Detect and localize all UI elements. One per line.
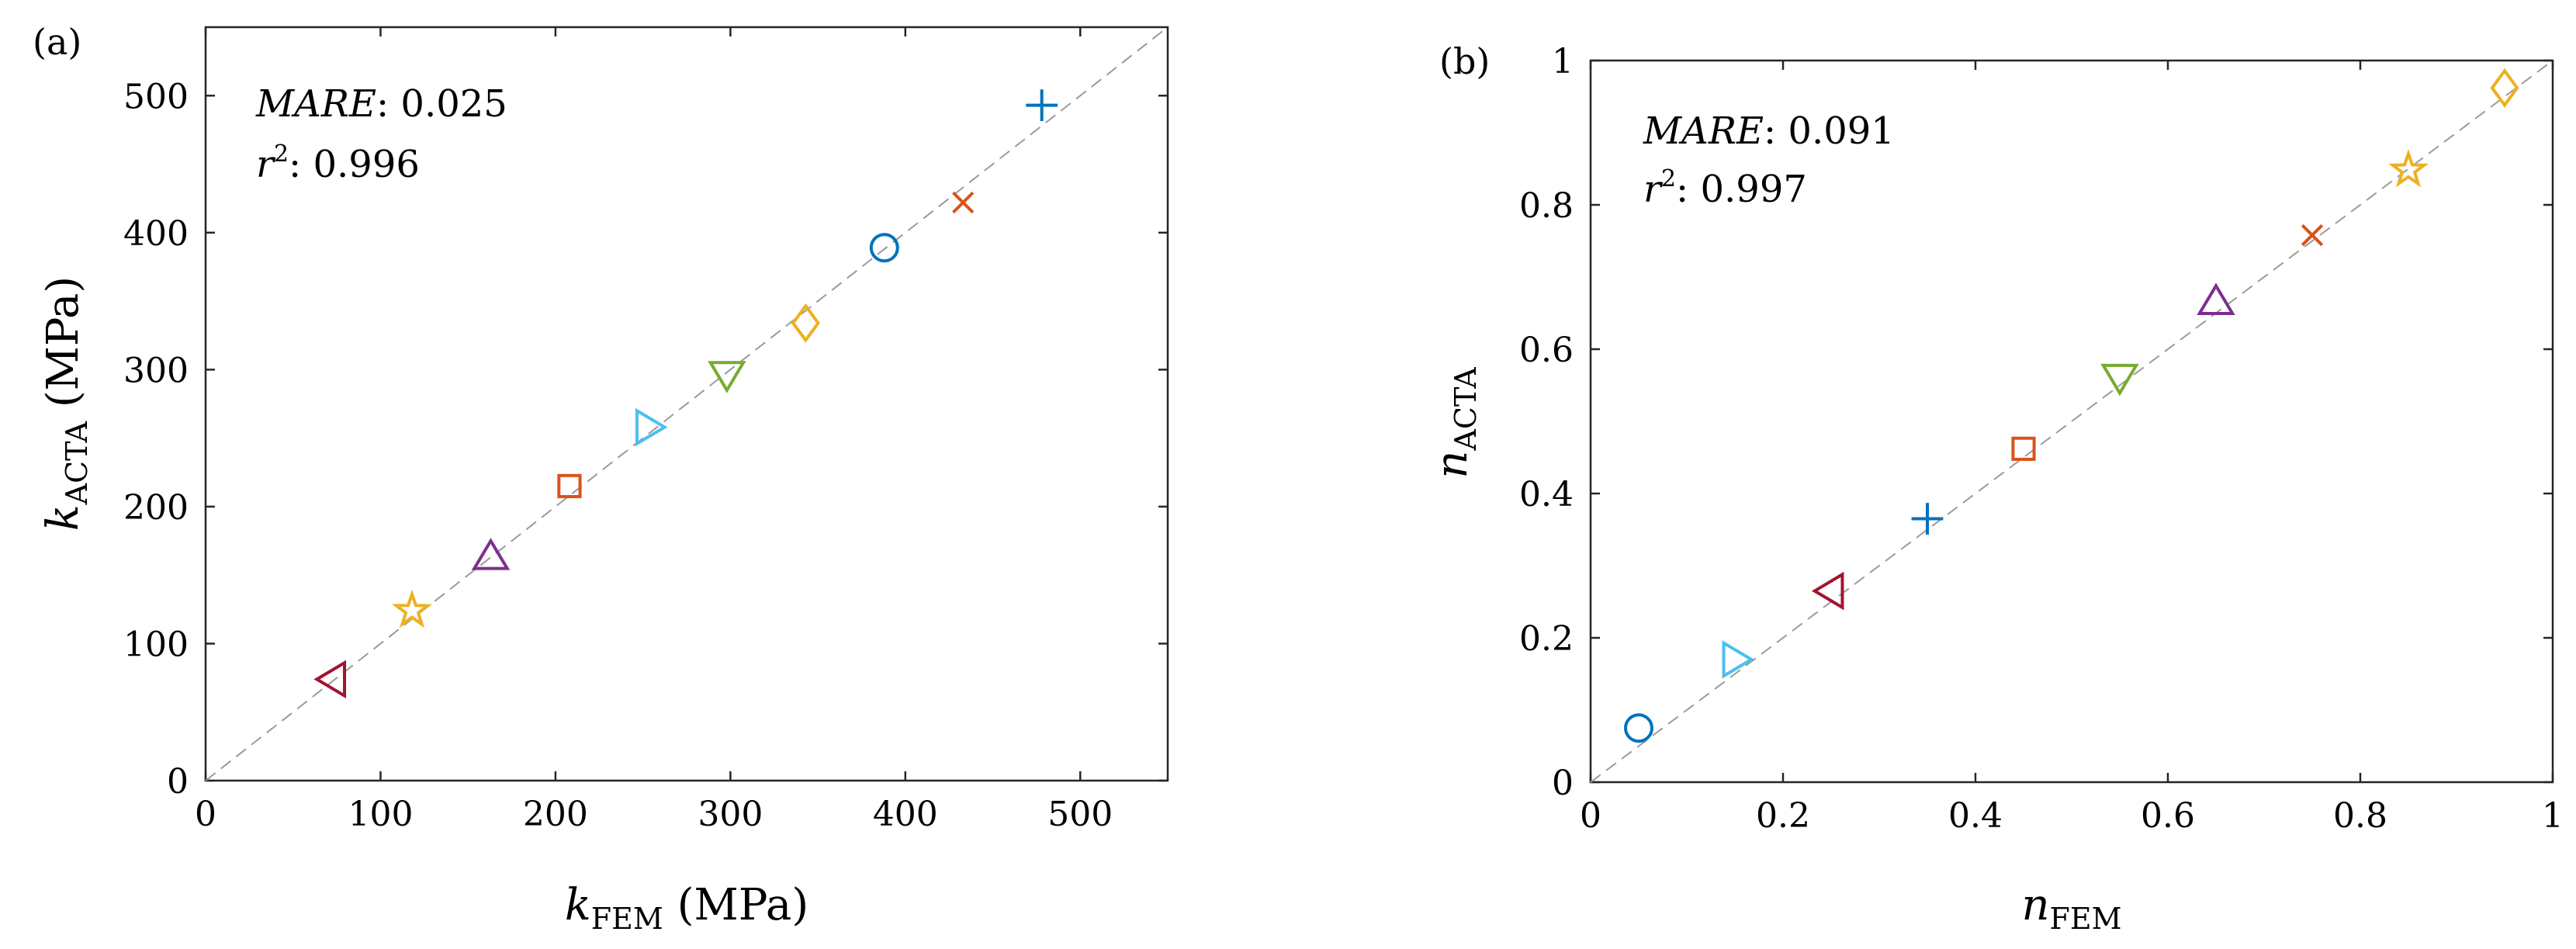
data-point-triangle-up — [471, 538, 511, 570]
data-point-square — [557, 473, 582, 499]
x-tick-label: 0 — [1580, 796, 1601, 836]
x-axis-label-b: nFEM — [2021, 880, 2121, 936]
y-tick-label: 400 — [123, 214, 189, 254]
x-tick-label: 0.6 — [2141, 796, 2195, 836]
panel-label-b: (b) — [1439, 40, 1490, 82]
plot-area-b — [1589, 59, 2554, 784]
data-point-triangle-left — [1811, 571, 1844, 611]
x-tick-label: 300 — [698, 795, 763, 834]
panel-label-a: (a) — [33, 21, 81, 63]
x-tick-label: 200 — [523, 795, 588, 834]
x-axis-label-a: kFEM (MPa) — [565, 880, 808, 936]
data-point-plus — [1026, 89, 1058, 122]
y-tick-label: 0.6 — [1519, 331, 1574, 370]
y-tick-label: 1 — [1552, 42, 1574, 81]
y-tick-label: 300 — [123, 351, 189, 390]
identity-line — [205, 26, 1169, 781]
x-tick-label: 0.8 — [2333, 796, 2387, 836]
data-point-triangle-left — [313, 660, 347, 699]
x-tick-label: 0 — [195, 795, 216, 834]
data-point-plus — [1911, 503, 1944, 535]
data-point-circle — [869, 233, 899, 263]
y-tick-label: 0.2 — [1519, 619, 1574, 659]
data-point-triangle-down — [2100, 363, 2139, 397]
x-tick-label: 0.4 — [1948, 796, 2003, 836]
data-point-square — [2011, 436, 2036, 461]
r2-annotation-a: r2: 0.996 — [256, 140, 420, 186]
y-tick-label: 100 — [123, 625, 189, 664]
x-tick-label: 1 — [2542, 796, 2564, 836]
data-point-circle — [1624, 713, 1653, 743]
r2-annotation-b: r2: 0.997 — [1643, 165, 1807, 211]
data-point-triangle-right — [635, 407, 668, 447]
reference-line-b — [1590, 60, 2553, 783]
y-tick-label: 0 — [1552, 764, 1574, 803]
data-point-x — [2301, 223, 2324, 247]
marks-b — [1624, 68, 2519, 743]
data-point-diamond — [791, 303, 820, 343]
identity-line — [1590, 60, 2553, 783]
marks-a — [313, 89, 1058, 699]
data-point-triangle-right — [1722, 640, 1755, 679]
data-point-star — [2388, 149, 2429, 188]
y-tick-label: 200 — [123, 488, 189, 528]
data-point-triangle-down — [708, 361, 746, 393]
x-tick-label: 500 — [1047, 795, 1113, 834]
y-axis-label-a: kACTA (MPa) — [38, 276, 94, 532]
y-tick-label: 0.8 — [1519, 186, 1574, 226]
y-tick-label: 0.4 — [1519, 475, 1574, 514]
plot-area-a — [204, 26, 1169, 782]
panel-b: (b) 0 0.2 0.4 0.6 0.8 1 0 0.2 0.4 0.6 0.8 1 MARE: 0… — [1427, 40, 2564, 936]
y-tick-label: 500 — [123, 77, 189, 116]
data-point-diamond — [2490, 68, 2519, 108]
y-axis-label-b: nACTA — [1427, 367, 1483, 479]
reference-line-a — [205, 26, 1169, 781]
mare-annotation-b: MARE: 0.091 — [1643, 109, 1895, 153]
data-point-star — [391, 589, 432, 629]
x-tick-label: 100 — [348, 795, 413, 834]
data-point-triangle-up — [2197, 282, 2235, 315]
ticks-b: 0 0.2 0.4 0.6 0.8 1 0 0.2 0.4 0.6 0.8 1 — [1519, 42, 2564, 836]
x-tick-label: 400 — [873, 795, 938, 834]
data-point-x — [952, 191, 975, 214]
y-tick-label: 0 — [167, 762, 189, 802]
x-tick-label: 0.2 — [1756, 796, 1810, 836]
ticks-a: 0 100 200 300 400 500 0 100 200 300 400 500 — [123, 27, 1168, 834]
mare-annotation-a: MARE: 0.025 — [255, 82, 507, 126]
panel-a: (a) 0 100 200 300 400 500 0 100 200 300 400 500 MAR… — [33, 21, 1169, 936]
